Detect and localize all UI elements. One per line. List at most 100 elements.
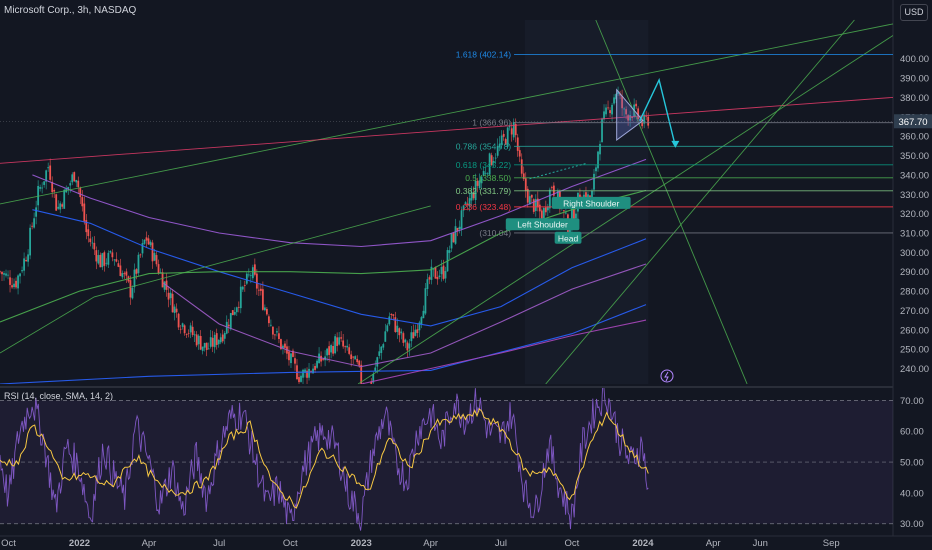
candle-body xyxy=(448,250,451,253)
candle-body xyxy=(241,286,244,290)
candle-body xyxy=(484,172,487,174)
candle-body xyxy=(340,337,343,339)
candle-body xyxy=(575,213,577,219)
time-axis-tick-label: 2022 xyxy=(69,538,90,549)
candle-body xyxy=(91,242,94,244)
candle-body xyxy=(444,271,447,279)
candle-body xyxy=(19,273,21,277)
trendline[interactable] xyxy=(357,35,893,385)
candle-body xyxy=(474,180,477,200)
candle-body xyxy=(500,135,503,145)
candle-body xyxy=(193,334,196,336)
rsi-axis-tick-label: 40.00 xyxy=(900,488,924,499)
projection-path[interactable] xyxy=(639,77,676,147)
pattern-annotation-box[interactable] xyxy=(554,231,582,244)
candle-body xyxy=(454,226,457,244)
candle-body xyxy=(312,368,314,374)
candle-body xyxy=(221,334,224,342)
trendline[interactable] xyxy=(0,23,893,205)
candle-body xyxy=(151,242,154,262)
currency-button[interactable]: USD xyxy=(900,4,928,21)
candle-body xyxy=(540,210,543,221)
fib-level-label: (310.04) xyxy=(479,228,511,238)
candle-body xyxy=(621,96,623,109)
candle-body xyxy=(290,353,292,364)
fib-level-label: 1.618 (402.14) xyxy=(456,50,511,60)
candle-body xyxy=(591,190,593,200)
fib-level-label: 1 (366.96) xyxy=(472,118,511,128)
candle-body xyxy=(510,128,513,135)
candle-body xyxy=(534,199,537,211)
candle-body xyxy=(229,313,232,330)
candle-body xyxy=(314,366,316,370)
candle-body xyxy=(442,265,445,279)
trendline[interactable] xyxy=(0,96,893,164)
candle-body xyxy=(526,188,529,203)
candle-body xyxy=(498,143,501,148)
candle-body xyxy=(284,343,286,348)
candle-body xyxy=(191,326,194,335)
candle-body xyxy=(490,155,493,166)
candle-body xyxy=(408,343,411,349)
candle-body xyxy=(81,197,84,207)
candle-body xyxy=(524,178,527,191)
candle-body xyxy=(163,281,166,290)
candle-body xyxy=(530,194,533,198)
candle-body xyxy=(520,159,523,174)
candle-body xyxy=(195,334,198,346)
candle-body xyxy=(274,334,276,336)
candle-body xyxy=(149,241,152,246)
time-axis-tick-label: Jul xyxy=(213,538,225,549)
trendline[interactable] xyxy=(595,19,748,384)
trendline[interactable] xyxy=(0,205,431,354)
candle-body xyxy=(430,266,433,280)
candle-body xyxy=(536,198,539,208)
candle-body xyxy=(117,263,120,267)
candle-body xyxy=(15,280,17,288)
time-axis-tick-label: Oct xyxy=(1,538,16,549)
candle-body xyxy=(374,367,377,372)
candle-body xyxy=(434,267,437,279)
candle-body xyxy=(225,321,228,334)
lightning-icon[interactable] xyxy=(660,369,674,383)
pattern-annotation-box[interactable] xyxy=(551,196,631,209)
candle-body xyxy=(376,357,379,367)
candle-body xyxy=(332,346,335,354)
time-axis-tick-label: Oct xyxy=(565,538,580,549)
candle-body xyxy=(422,310,425,319)
candle-body xyxy=(338,337,341,345)
candle-body xyxy=(396,325,399,333)
candle-body xyxy=(159,272,162,273)
candle-body xyxy=(231,310,234,316)
candle-body xyxy=(619,93,621,96)
trendline[interactable] xyxy=(545,19,855,384)
candle-body xyxy=(306,370,308,378)
moving-average-line xyxy=(0,304,647,384)
candle-body xyxy=(418,322,421,331)
candle-body xyxy=(308,368,310,378)
candle-body xyxy=(599,144,601,155)
pattern-annotation-box[interactable] xyxy=(505,218,580,231)
candle-body xyxy=(109,250,112,253)
candle-body xyxy=(147,238,150,245)
candle-body xyxy=(380,346,383,353)
neckline[interactable] xyxy=(529,162,587,180)
candle-body xyxy=(113,259,116,261)
candle-body xyxy=(179,328,182,330)
candle-body xyxy=(406,342,409,351)
candle-body xyxy=(382,344,385,348)
candle-body xyxy=(5,273,7,276)
candle-body xyxy=(386,325,389,332)
candle-body xyxy=(171,293,174,313)
triangle-pattern[interactable] xyxy=(616,88,644,142)
rsi-axis-tick-label: 30.00 xyxy=(900,519,924,530)
candle-body xyxy=(348,347,351,354)
candle-body xyxy=(101,253,104,268)
candle-body xyxy=(609,110,611,114)
candle-body xyxy=(462,205,465,211)
candle-body xyxy=(450,233,453,249)
candle-body xyxy=(235,307,238,313)
candle-body xyxy=(546,206,549,211)
candle-body xyxy=(538,204,541,212)
